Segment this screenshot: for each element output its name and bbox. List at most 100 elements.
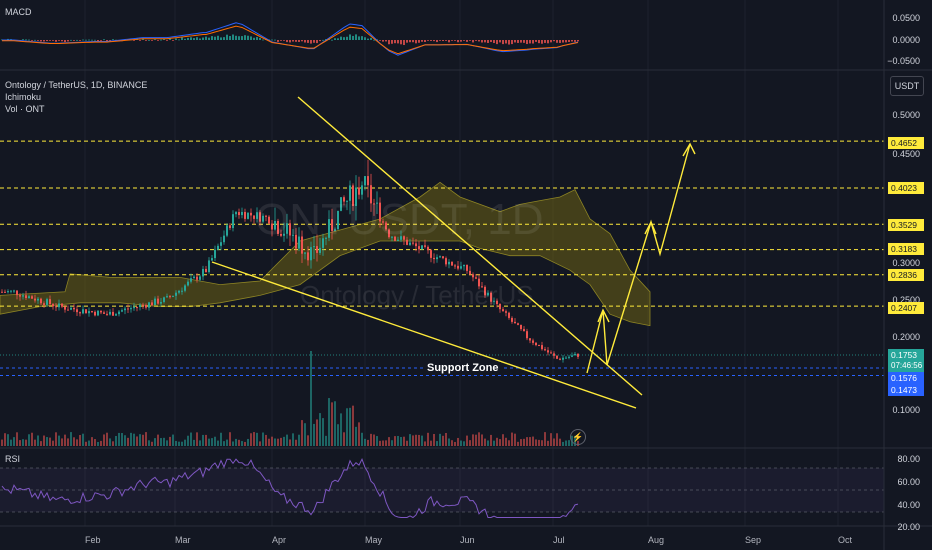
macd-histogram-bar — [271, 39, 273, 41]
macd-histogram-bar — [541, 40, 543, 44]
candle-body — [340, 197, 342, 211]
macd-histogram-bar — [448, 40, 450, 43]
macd-histogram-bar — [565, 40, 567, 43]
volume-bar — [535, 439, 537, 446]
volume-bar — [211, 438, 213, 446]
macd-histogram-bar — [523, 40, 525, 43]
volume-bar — [307, 435, 309, 446]
macd-histogram-bar — [427, 40, 429, 41]
macd-histogram-bar — [88, 39, 90, 41]
macd-histogram-bar — [94, 39, 96, 41]
lightning-icon[interactable]: ⚡ — [570, 429, 586, 445]
macd-line — [2, 22, 579, 56]
macd-histogram-bar — [52, 40, 54, 41]
macd-histogram-bar — [379, 40, 381, 41]
volume-bar — [490, 434, 492, 446]
volume-bar — [79, 435, 81, 446]
volume-bar — [424, 441, 426, 446]
volume-bar — [400, 436, 402, 446]
indicator-ichimoku[interactable]: Ichimoku — [5, 92, 42, 102]
candle-body — [283, 233, 285, 236]
volume-bar — [487, 440, 489, 446]
candle-body — [562, 357, 564, 360]
candle-body — [298, 236, 300, 249]
volume-bar — [559, 438, 561, 446]
candle-body — [313, 246, 315, 248]
trendline-drawings — [211, 96, 696, 409]
currency-button[interactable]: USDT — [890, 76, 924, 96]
candle-body — [382, 221, 384, 223]
macd-histogram-bar — [499, 40, 501, 43]
month-label: Feb — [85, 535, 101, 545]
volume-bar — [448, 438, 450, 446]
volume-bar — [415, 434, 417, 446]
macd-histogram-bar — [337, 38, 339, 40]
macd-histogram-bar — [367, 38, 369, 40]
indicator-volume[interactable]: Vol · ONT — [5, 104, 45, 114]
volume-bar — [226, 439, 228, 446]
macd-histogram-bar — [388, 40, 390, 45]
volume-bar — [163, 437, 165, 446]
candle-body — [334, 229, 336, 231]
candle-body — [292, 234, 294, 236]
macd-histogram-bar — [526, 40, 528, 45]
candle-body — [166, 296, 168, 298]
macd-histogram-bar — [361, 36, 363, 40]
macd-histogram-bar — [478, 40, 480, 42]
candle-body — [424, 245, 426, 247]
candle-body — [70, 307, 72, 310]
symbol-title[interactable]: Ontology / TetherUS, 1D, BINANCE — [5, 80, 148, 90]
volume-bar — [169, 436, 171, 446]
volume-bar — [208, 438, 210, 446]
macd-histogram-bar — [319, 40, 321, 42]
rsi-tick: 60.00 — [897, 477, 920, 487]
candle-body — [547, 350, 549, 353]
candle-body — [556, 355, 558, 359]
macd-histogram-bar — [490, 40, 492, 43]
macd-histogram-bar — [502, 40, 504, 45]
volume-bar — [145, 432, 147, 446]
candle-body — [574, 353, 576, 356]
candle-body — [532, 340, 534, 343]
candle-body — [88, 311, 90, 314]
volume-bar — [442, 435, 444, 446]
wedge-upper-line — [297, 96, 643, 396]
volume-bar — [127, 437, 129, 446]
volume-bar — [196, 432, 198, 446]
volume-bar — [346, 408, 348, 446]
volume-bar — [364, 438, 366, 446]
candle-body — [43, 303, 45, 305]
macd-histogram-bar — [436, 40, 438, 43]
candle-body — [319, 247, 321, 253]
macd-histogram-bar — [61, 40, 63, 42]
volume-bar — [304, 423, 306, 446]
candle-body — [229, 225, 231, 229]
macd-histogram-bar — [232, 34, 234, 40]
macd-histogram-bar — [514, 40, 516, 43]
macd-histogram-bar — [532, 40, 534, 44]
arrow-head — [597, 308, 610, 323]
volume-bar — [7, 434, 9, 446]
macd-histogram-bar — [505, 40, 507, 44]
macd-histogram-bar — [67, 40, 69, 42]
candle-body — [64, 306, 66, 310]
macd-histogram-bar — [40, 40, 42, 42]
macd-histogram-bar — [430, 40, 432, 41]
macd-histogram-bar — [460, 40, 462, 42]
macd-histogram-bar — [424, 40, 426, 43]
macd-histogram-bar — [418, 40, 420, 43]
volume-bar — [460, 440, 462, 446]
macd-histogram-bar — [184, 38, 186, 40]
volume-bar — [280, 437, 282, 446]
volume-bar — [298, 434, 300, 446]
volume-bar — [355, 426, 357, 446]
volume-bar — [76, 439, 78, 446]
candle-body — [559, 358, 561, 360]
macd-histogram-bar — [295, 40, 297, 42]
candle-body — [433, 257, 435, 260]
macd-histogram-bar — [280, 40, 282, 41]
volume-bar — [202, 434, 204, 446]
volume-bar — [172, 434, 174, 446]
macd-histogram-bar — [385, 40, 387, 42]
